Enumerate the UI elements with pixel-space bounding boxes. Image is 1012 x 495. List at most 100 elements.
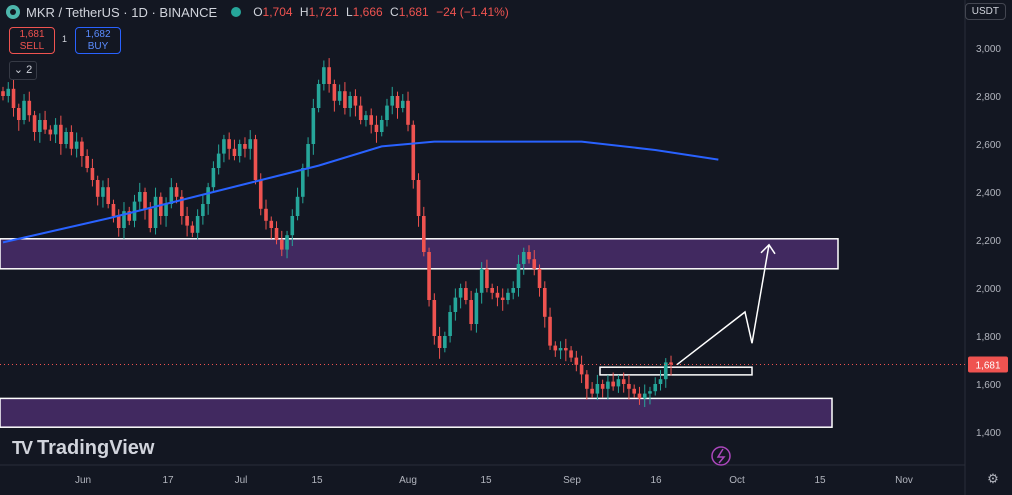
y-tick-label: 1,800: [976, 332, 1001, 343]
candle-body: [574, 357, 579, 365]
candle-body: [521, 252, 526, 264]
candle-body: [143, 192, 147, 209]
symbol-title[interactable]: MKR / TetherUS · 1D · BINANCE: [26, 4, 218, 20]
candles-group: [1, 58, 673, 408]
candle-body: [669, 362, 673, 365]
y-tick-label: 2,200: [976, 236, 1001, 247]
candle-body: [537, 268, 542, 288]
candle-body: [80, 141, 84, 156]
x-tick-label: 15: [480, 475, 492, 486]
candle-body: [85, 156, 89, 168]
candle-body: [32, 115, 37, 132]
last-price-label: 1,681: [975, 361, 1000, 372]
candle-body: [585, 374, 589, 389]
ohlc-high-key: H: [299, 5, 309, 19]
ohlc-close-key: C: [390, 5, 399, 19]
candle-body: [258, 180, 263, 209]
y-tick-label: 2,400: [976, 188, 1001, 199]
candle-body: [22, 100, 26, 120]
candle-body: [6, 88, 11, 96]
candle-body: [506, 292, 510, 300]
projection-arrow: [676, 244, 770, 366]
candle-body: [348, 96, 352, 108]
candle-body: [111, 204, 116, 216]
indicator-toggle[interactable]: ⌄ 2: [9, 61, 37, 80]
candle-body: [474, 292, 479, 324]
candle-body: [395, 96, 400, 108]
candle-body: [369, 115, 373, 125]
gear-icon[interactable]: ⚙: [987, 471, 999, 486]
sell-button[interactable]: 1,681 SELL: [9, 27, 55, 54]
candle-body: [485, 268, 489, 288]
candle-body: [27, 100, 32, 116]
candle-body: [579, 364, 584, 375]
candle-body: [637, 393, 642, 399]
candle-body: [59, 124, 63, 144]
candle-body: [211, 168, 216, 188]
candle-body: [374, 124, 379, 132]
candle-body: [327, 67, 331, 84]
candle-body: [306, 144, 310, 168]
ohlc-close: 1,681: [398, 5, 429, 19]
candle-body: [201, 204, 205, 216]
candle-body: [106, 187, 110, 204]
candle-body: [663, 362, 668, 380]
brand-name: TradingView: [37, 437, 155, 459]
candle-body: [264, 208, 268, 221]
x-tick-label: Nov: [895, 475, 913, 486]
x-tick-label: Oct: [729, 475, 745, 486]
ohlc-high: 1,721: [308, 5, 339, 19]
candle-body: [164, 204, 168, 216]
candle-body: [222, 139, 226, 154]
candle-body: [553, 345, 558, 351]
moving-average-line: [2, 140, 719, 244]
mkr-coin-icon: [6, 5, 20, 19]
candle-body: [90, 168, 95, 180]
candle-body: [642, 393, 647, 399]
candle-body: [11, 88, 16, 108]
candle-body: [621, 379, 626, 384]
candle-body: [595, 384, 600, 394]
candle-body: [416, 180, 421, 216]
candle-body: [95, 180, 100, 197]
last-price-badge: [968, 356, 1008, 373]
x-tick-label: Aug: [399, 475, 417, 486]
candle-body: [116, 216, 121, 228]
candle-body: [364, 115, 368, 120]
live-dot-icon: [231, 7, 242, 17]
zone-box: [599, 366, 753, 376]
candle-body: [627, 384, 631, 389]
candle-body: [616, 379, 621, 387]
x-tick-label: 16: [650, 475, 662, 486]
candle-body: [469, 300, 473, 324]
candle-body: [443, 336, 447, 348]
currency-selector[interactable]: USDT: [964, 3, 1006, 20]
lightning-alert-icon[interactable]: [711, 446, 731, 466]
candle-body: [353, 96, 358, 106]
x-tick-label: 17: [162, 475, 174, 486]
candle-body: [548, 316, 552, 346]
candle-body: [137, 192, 142, 202]
ohlc-low: 1,666: [352, 5, 383, 19]
candle-body: [458, 288, 463, 298]
candle-body: [606, 381, 610, 389]
tradingview-logo: TV TradingView: [12, 437, 154, 460]
candle-body: [64, 132, 68, 144]
candle-body: [69, 132, 74, 149]
candle-body: [358, 105, 363, 120]
candle-body: [48, 129, 53, 135]
candle-body: [648, 391, 652, 394]
candle-body: [169, 187, 174, 204]
buy-button[interactable]: 1,682 BUY: [75, 27, 121, 54]
candle-body: [569, 350, 573, 358]
candle-body: [658, 379, 663, 384]
y-tick-label: 2,000: [976, 284, 1001, 295]
candle-body: [542, 288, 547, 317]
candle-body: [274, 228, 279, 240]
candle-body: [385, 105, 389, 120]
tradingview-mark-icon: TV: [12, 438, 33, 458]
candle-body: [516, 264, 521, 288]
ohlc-change: −24 (−1.41%): [436, 5, 509, 19]
candle-body: [464, 288, 468, 300]
